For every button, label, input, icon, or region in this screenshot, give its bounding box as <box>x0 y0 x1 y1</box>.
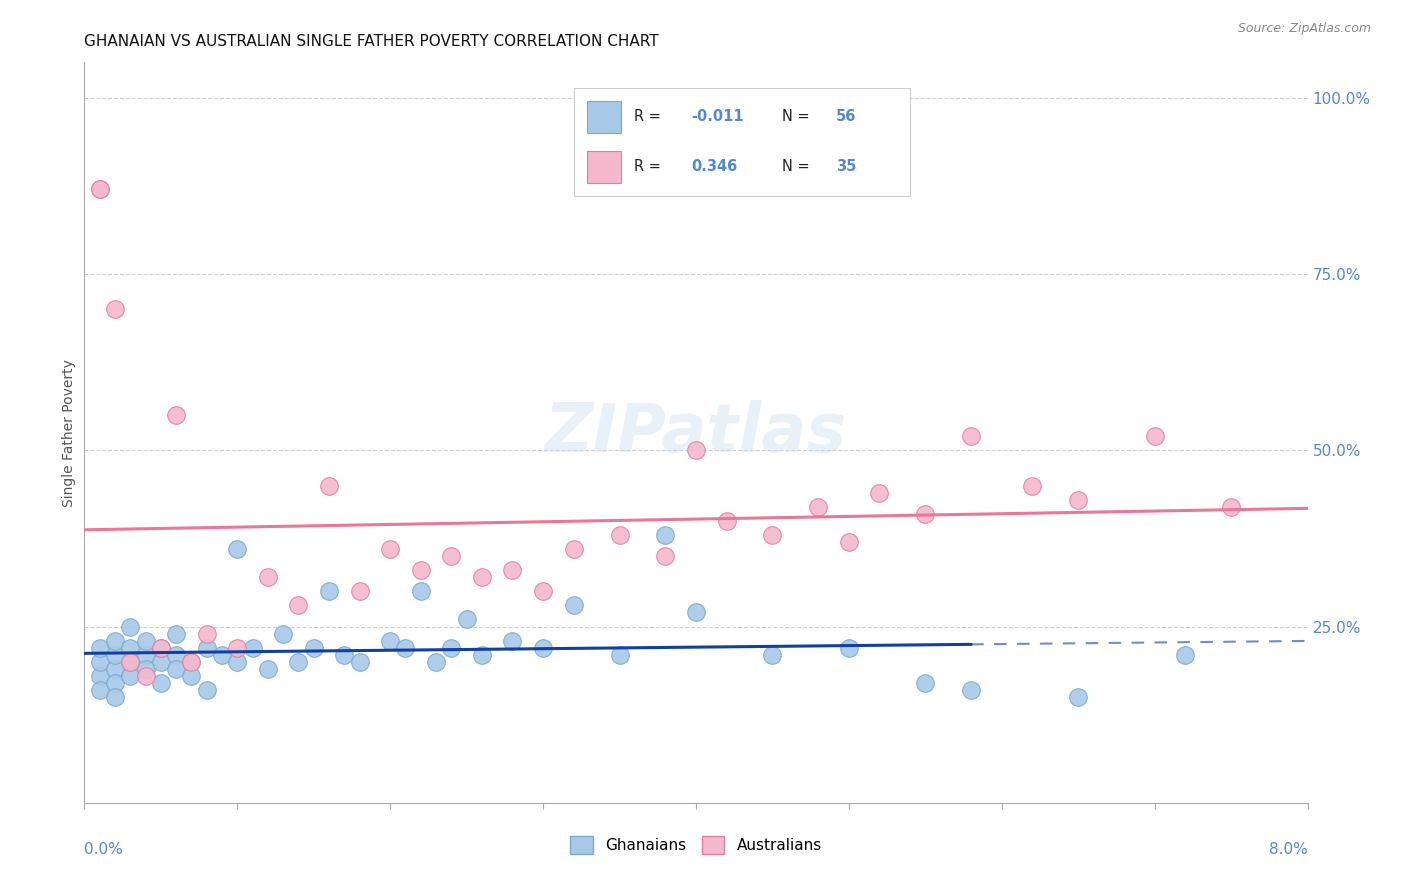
Point <box>149 640 172 655</box>
Point <box>609 648 631 662</box>
Point <box>120 669 142 683</box>
Point <box>562 599 585 613</box>
Point <box>380 633 402 648</box>
Legend: Ghanaians, Australians: Ghanaians, Australians <box>562 828 830 862</box>
Point <box>180 655 202 669</box>
Point <box>149 655 172 669</box>
Point <box>257 570 280 584</box>
Point <box>1067 492 1090 507</box>
Point <box>165 408 187 422</box>
Point <box>471 570 494 584</box>
Point <box>318 478 340 492</box>
Point <box>287 599 309 613</box>
Point <box>104 302 127 317</box>
Point <box>211 648 233 662</box>
Point <box>120 655 142 669</box>
Point <box>394 640 416 655</box>
Point <box>349 655 371 669</box>
Point <box>562 541 585 556</box>
Text: 0.0%: 0.0% <box>84 842 124 856</box>
Point <box>807 500 830 514</box>
Point <box>838 535 860 549</box>
Point <box>120 640 142 655</box>
Point <box>761 528 783 542</box>
Point <box>195 640 218 655</box>
Point <box>333 648 356 662</box>
Point <box>89 669 111 683</box>
Point <box>685 443 707 458</box>
Point <box>914 676 936 690</box>
Point <box>135 633 157 648</box>
Point <box>89 655 111 669</box>
Point <box>302 640 325 655</box>
Point <box>195 626 218 640</box>
Point <box>531 640 554 655</box>
Point <box>120 619 142 633</box>
Point <box>271 626 294 640</box>
Point <box>1220 500 1243 514</box>
Point <box>226 640 249 655</box>
Point <box>104 662 127 676</box>
Point <box>1143 429 1166 443</box>
Point <box>409 563 432 577</box>
Point <box>502 563 524 577</box>
Text: Source: ZipAtlas.com: Source: ZipAtlas.com <box>1237 22 1371 36</box>
Point <box>609 528 631 542</box>
Point <box>226 541 249 556</box>
Point <box>89 640 111 655</box>
Point <box>1174 648 1197 662</box>
Point <box>349 584 371 599</box>
Point <box>135 648 157 662</box>
Point <box>960 683 983 698</box>
Point <box>869 485 891 500</box>
Point <box>149 676 172 690</box>
Text: GHANAIAN VS AUSTRALIAN SINGLE FATHER POVERTY CORRELATION CHART: GHANAIAN VS AUSTRALIAN SINGLE FATHER POV… <box>84 34 659 49</box>
Point <box>502 633 524 648</box>
Point <box>104 690 127 704</box>
Point <box>1067 690 1090 704</box>
Point <box>287 655 309 669</box>
Point <box>180 655 202 669</box>
Point <box>165 626 187 640</box>
Point <box>716 514 738 528</box>
Point <box>135 669 157 683</box>
Point <box>440 549 463 563</box>
Point <box>960 429 983 443</box>
Point <box>226 655 249 669</box>
Point <box>440 640 463 655</box>
Point <box>471 648 494 662</box>
Point <box>761 648 783 662</box>
Point <box>195 683 218 698</box>
Text: ZIPatlas: ZIPatlas <box>546 400 846 466</box>
Point <box>104 676 127 690</box>
Point <box>89 182 111 196</box>
Point <box>318 584 340 599</box>
Point <box>180 669 202 683</box>
Point <box>914 507 936 521</box>
Point <box>531 584 554 599</box>
Point <box>135 662 157 676</box>
Point <box>380 541 402 556</box>
Point <box>425 655 447 669</box>
Point <box>165 662 187 676</box>
Point <box>242 640 264 655</box>
Point <box>456 612 478 626</box>
Point <box>104 633 127 648</box>
Point <box>409 584 432 599</box>
Point <box>89 683 111 698</box>
Point <box>257 662 280 676</box>
Point <box>654 528 676 542</box>
Point <box>165 648 187 662</box>
Point <box>685 606 707 620</box>
Text: 8.0%: 8.0% <box>1268 842 1308 856</box>
Y-axis label: Single Father Poverty: Single Father Poverty <box>62 359 76 507</box>
Point <box>654 549 676 563</box>
Point <box>838 640 860 655</box>
Point <box>149 640 172 655</box>
Point <box>120 655 142 669</box>
Point <box>89 182 111 196</box>
Point <box>104 648 127 662</box>
Point <box>1021 478 1043 492</box>
